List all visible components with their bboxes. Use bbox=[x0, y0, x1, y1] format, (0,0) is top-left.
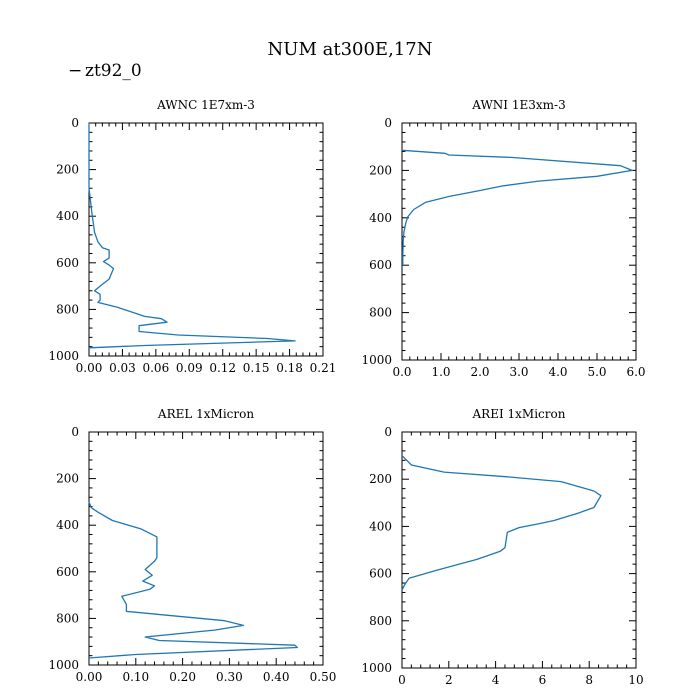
x-tick-label: 3.0 bbox=[509, 365, 528, 379]
x-tick-label: 0.15 bbox=[243, 361, 270, 375]
y-tick-label: 0 bbox=[71, 116, 79, 130]
y-tick-label: 400 bbox=[56, 209, 79, 223]
x-tick-label: 0.0 bbox=[392, 365, 411, 379]
y-tick-label: 400 bbox=[56, 518, 79, 532]
y-tick-label: 1000 bbox=[48, 349, 79, 363]
x-tick-label: 0.00 bbox=[76, 361, 103, 375]
y-tick-label: 1000 bbox=[361, 661, 392, 675]
y-tick-label: 200 bbox=[369, 163, 392, 177]
figure-title: NUM at300E,17N bbox=[268, 39, 433, 60]
y-tick-label: 400 bbox=[369, 211, 392, 225]
series-line-zt92_0 bbox=[88, 501, 298, 659]
panel-title: AREL 1xMicron bbox=[157, 407, 254, 421]
y-tick-label: 1000 bbox=[361, 353, 392, 367]
panel-3: AREL 1xMicron 0.00 0.10 0.20 0.30 0.40 0.50 0 20… bbox=[48, 407, 336, 684]
y-tick-label: 200 bbox=[56, 163, 79, 177]
x-tick-label: 0.40 bbox=[263, 670, 290, 684]
legend-line-icon: − bbox=[68, 61, 82, 81]
y-tick-label: 600 bbox=[56, 256, 79, 270]
x-tick-label: 0.00 bbox=[76, 670, 103, 684]
x-tick-label: 0.20 bbox=[169, 670, 196, 684]
y-tick-label: 600 bbox=[369, 567, 392, 581]
y-tick-label: 200 bbox=[369, 472, 392, 486]
series-line-zt92_0 bbox=[401, 149, 633, 266]
y-tick-label: 1000 bbox=[48, 658, 79, 672]
series-line-zt92_0 bbox=[401, 455, 602, 591]
x-tick-label: 0.21 bbox=[310, 361, 337, 375]
y-tick-label: 400 bbox=[369, 519, 392, 533]
y-tick-label: 800 bbox=[369, 614, 392, 628]
x-tick-label: 0.30 bbox=[216, 670, 243, 684]
panels: AWNC 1E7xm-30.00 0.03 0.06 0.09 0.12 0.15 0.18… bbox=[48, 98, 645, 687]
x-tick-label: 5.0 bbox=[587, 365, 606, 379]
x-tick-label: 0.50 bbox=[310, 670, 337, 684]
y-tick-label: 0 bbox=[71, 425, 79, 439]
x-tick-label: 0.12 bbox=[209, 361, 236, 375]
x-tick-label: 0.10 bbox=[122, 670, 149, 684]
y-tick-label: 600 bbox=[369, 258, 392, 272]
legend-label: zt92_0 bbox=[85, 61, 142, 81]
panel-4: AREI 1xMicron 0 2 4 6 8 10 0 200 400 600 800 1000 bbox=[361, 407, 643, 687]
x-tick-label: 2 bbox=[445, 673, 453, 687]
y-tick-label: 800 bbox=[56, 611, 79, 625]
x-tick-label: 6.0 bbox=[626, 365, 645, 379]
y-tick-label: 800 bbox=[56, 302, 79, 316]
x-tick-label: 0 bbox=[398, 673, 406, 687]
x-tick-label: 0.06 bbox=[142, 361, 169, 375]
panel-title: AWNI 1E3xm-3 bbox=[471, 98, 565, 112]
legend: − zt92_0 bbox=[68, 61, 142, 81]
x-tick-label: 4.0 bbox=[548, 365, 567, 379]
x-tick-label: 2.0 bbox=[470, 365, 489, 379]
y-tick-label: 0 bbox=[384, 425, 392, 439]
y-tick-label: 200 bbox=[56, 472, 79, 486]
y-tick-label: 600 bbox=[56, 565, 79, 579]
x-tick-label: 0.09 bbox=[176, 361, 203, 375]
y-tick-label: 0 bbox=[384, 116, 392, 130]
x-tick-label: 0.03 bbox=[109, 361, 136, 375]
series-line-zt92_0 bbox=[88, 123, 296, 349]
x-tick-label: 6 bbox=[539, 673, 547, 687]
plot-frame bbox=[401, 431, 637, 669]
y-tick-label: 800 bbox=[369, 306, 392, 320]
panel-title: AWNC 1E7xm-3 bbox=[156, 98, 255, 112]
x-tick-label: 4 bbox=[492, 673, 500, 687]
x-tick-label: 8 bbox=[585, 673, 593, 687]
x-tick-label: 10 bbox=[628, 673, 643, 687]
panel-2: AWNI 1E3xm-3 0.0 1.0 2.0 3.0 4.0 5.0 6.0 0 200 400… bbox=[361, 98, 645, 379]
x-tick-label: 1.0 bbox=[431, 365, 450, 379]
panel-1: AWNC 1E7xm-3 0.00 0.03 0.06 0.09 0.12 0.15 0.18… bbox=[48, 98, 336, 375]
panel-title: AREI 1xMicron bbox=[472, 407, 566, 421]
plot-frame bbox=[88, 122, 324, 357]
plot-frame bbox=[88, 431, 324, 666]
x-tick-label: 0.18 bbox=[276, 361, 303, 375]
